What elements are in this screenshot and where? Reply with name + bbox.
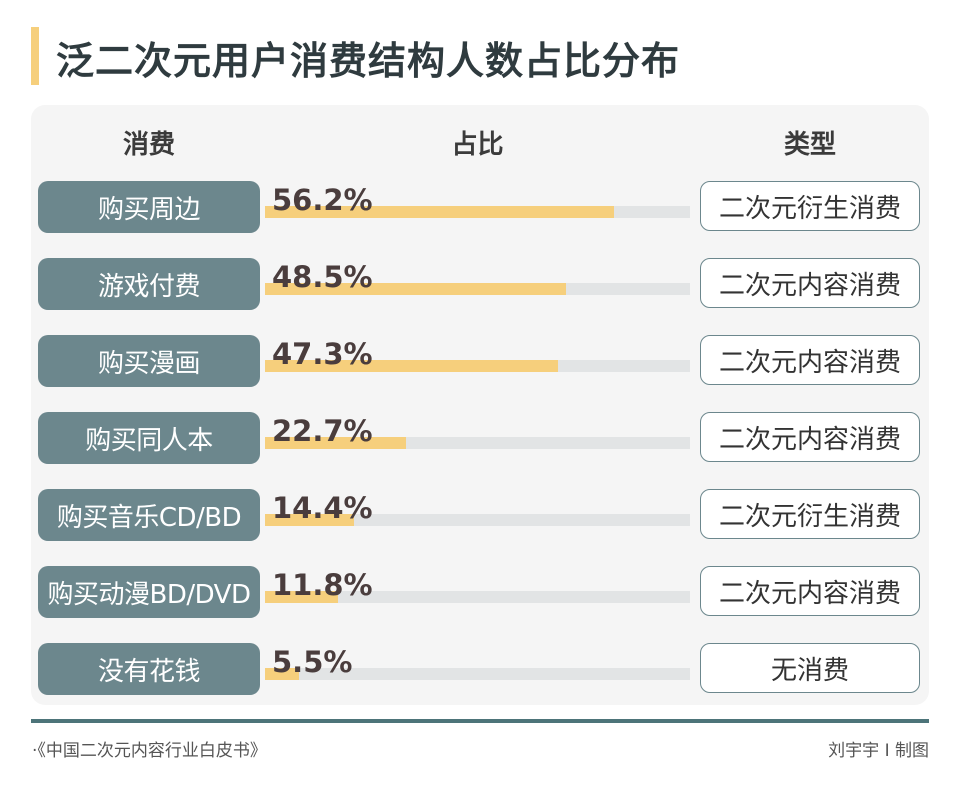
bar-track [265, 206, 690, 218]
bar [265, 668, 300, 680]
type-badge: 二次元内容消费 [700, 412, 920, 462]
bar-row: 购买周边 56.2% 二次元衍生消费 [0, 181, 960, 237]
bar [265, 360, 559, 372]
category-label: 购买周边 [38, 181, 260, 233]
credit-note: 刘宇宇 I 制图 [828, 741, 929, 761]
type-badge: 二次元内容消费 [700, 335, 920, 385]
bar [265, 206, 614, 218]
bar-track [265, 360, 690, 372]
bar-track [265, 437, 690, 449]
bar-row: 购买音乐CD/BD 14.4% 二次元衍生消费 [0, 489, 960, 545]
type-badge: 二次元内容消费 [700, 566, 920, 616]
category-label: 游戏付费 [38, 258, 260, 310]
bar-row: 游戏付费 48.5% 二次元内容消费 [0, 258, 960, 314]
value-label: 48.5% [272, 260, 373, 294]
bar-row: 没有花钱 5.5% 无消费 [0, 643, 960, 699]
source-note: ·《中国二次元内容行业白皮书》 [32, 741, 267, 761]
bar-track [265, 591, 690, 603]
bar-track [265, 668, 690, 680]
value-label: 5.5% [272, 645, 353, 679]
header-consumption: 消费 [122, 130, 175, 160]
bar-row: 购买同人本 22.7% 二次元内容消费 [0, 412, 960, 468]
bar [265, 514, 355, 526]
value-label: 47.3% [272, 337, 373, 371]
category-label: 购买音乐CD/BD [38, 489, 260, 541]
type-badge: 二次元衍生消费 [700, 181, 920, 231]
bar-row: 购买漫画 47.3% 二次元内容消费 [0, 335, 960, 391]
header-share: 占比 [451, 130, 504, 160]
category-label: 没有花钱 [38, 643, 260, 695]
value-label: 14.4% [272, 491, 373, 525]
header-type: 类型 [783, 130, 836, 160]
type-badge: 二次元衍生消费 [700, 489, 920, 539]
type-badge: 二次元内容消费 [700, 258, 920, 308]
bar [265, 591, 339, 603]
value-label: 56.2% [272, 183, 373, 217]
value-label: 22.7% [272, 414, 373, 448]
bar [265, 437, 406, 449]
bar [265, 283, 566, 295]
bar-track [265, 283, 690, 295]
chart-title: 泛二次元用户消费结构人数占比分布 [56, 39, 681, 83]
category-label: 购买漫画 [38, 335, 260, 387]
bar-row: 购买动漫BD/DVD 11.8% 二次元内容消费 [0, 566, 960, 622]
bar-track [265, 514, 690, 526]
category-label: 购买同人本 [38, 412, 260, 464]
type-badge: 无消费 [700, 643, 920, 693]
title-accent-bar [31, 27, 39, 85]
value-label: 11.8% [272, 568, 373, 602]
footer-divider [31, 719, 929, 723]
category-label: 购买动漫BD/DVD [38, 566, 260, 618]
